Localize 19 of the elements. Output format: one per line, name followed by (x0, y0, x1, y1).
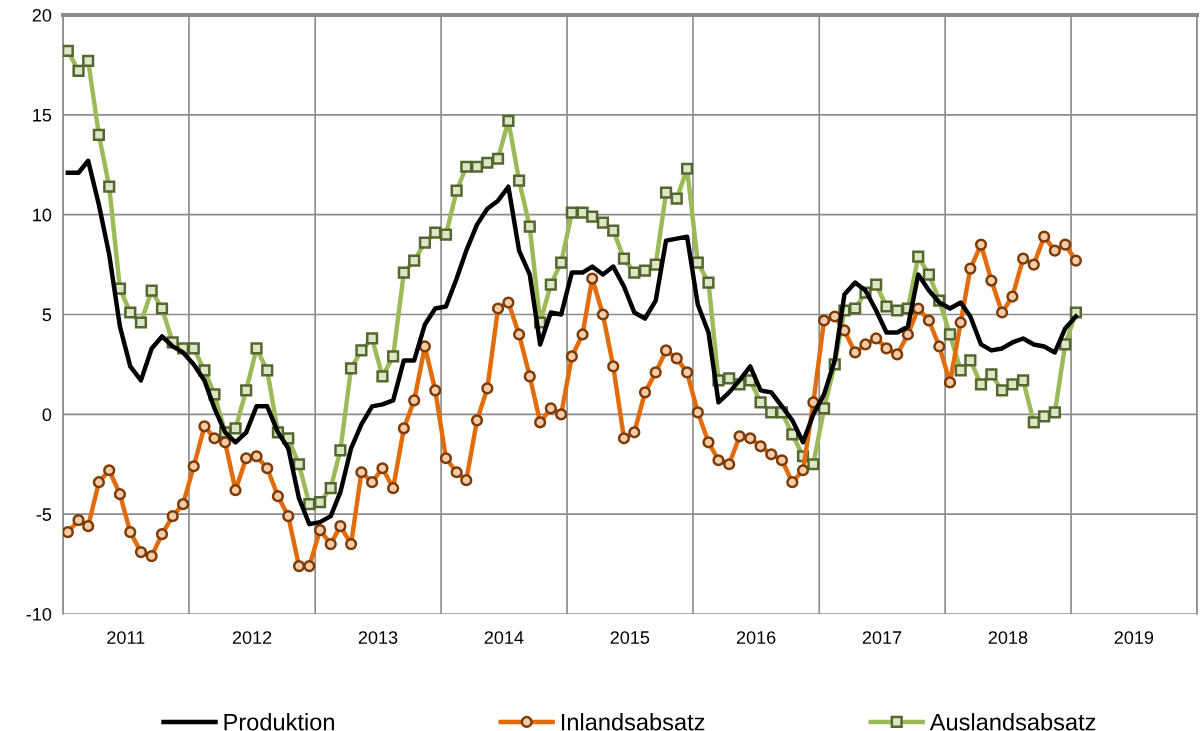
x-tick-label: 2016 (736, 631, 776, 644)
x-tick-label: 2011 (107, 631, 145, 644)
x-tick-label: 2012 (232, 631, 272, 644)
y-tick-label: -5 (36, 508, 52, 521)
x-tick-label: 2015 (610, 631, 650, 644)
x-tick-label: 2017 (862, 631, 902, 644)
legend-label: Inlandsabsatz (561, 713, 705, 731)
legend-label: Produktion (224, 713, 334, 731)
y-tick-label: -10 (26, 607, 52, 621)
y-tick-label: 10 (33, 208, 52, 222)
x-tick-label: 2018 (988, 631, 1028, 644)
y-tick-label: 0 (42, 408, 52, 422)
x-tick-label: 2019 (1114, 631, 1154, 644)
y-tick-label: 15 (33, 108, 52, 122)
x-tick-label: 2013 (358, 631, 398, 644)
y-tick-label: 5 (42, 308, 52, 322)
legend-label: Auslandsabsatz (929, 713, 1096, 731)
x-tick-label: 2014 (484, 631, 524, 644)
y-tick-label: 20 (32, 8, 52, 22)
